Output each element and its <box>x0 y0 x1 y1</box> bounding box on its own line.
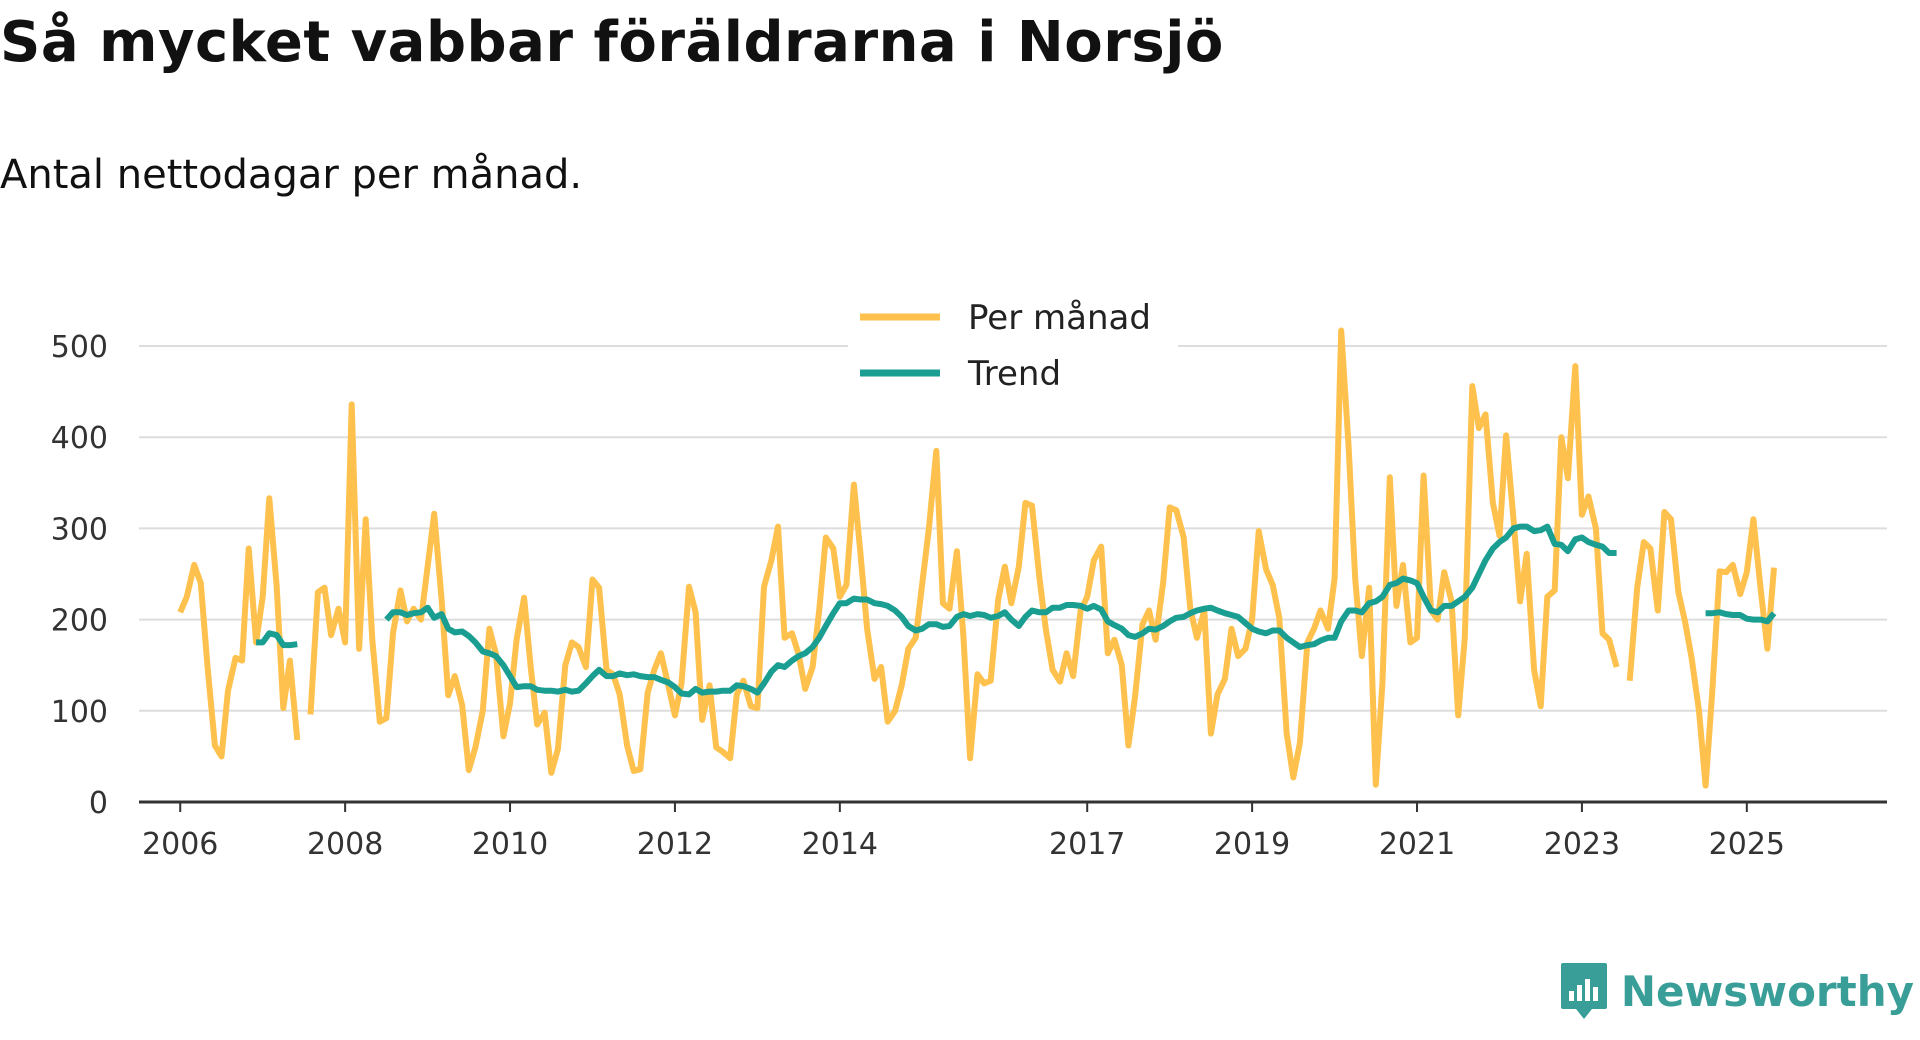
y-tick-label: 300 <box>51 512 108 547</box>
brand-name: Newsworthy <box>1620 966 1914 1016</box>
series-lines <box>177 327 1777 789</box>
series-trend-line <box>384 523 1617 698</box>
newsworthy-logo-icon <box>1560 963 1607 1019</box>
series-trend-line <box>1705 609 1777 625</box>
legend-label: Per månad <box>968 298 1151 338</box>
x-tick-label: 2014 <box>802 827 878 862</box>
chart-subtitle: Antal nettodagar per månad. <box>0 152 583 198</box>
x-tick-label: 2012 <box>637 827 713 862</box>
series-per-manad-line <box>177 495 301 760</box>
y-tick-label: 100 <box>51 695 108 730</box>
series-per-manad-line <box>307 327 1620 788</box>
x-tick-label: 2021 <box>1379 827 1455 862</box>
gridlines <box>139 345 1887 712</box>
legend-label: Trend <box>967 354 1061 394</box>
y-tick-label: 0 <box>89 786 108 821</box>
chart-title: Så mycket vabbar föräldrarna i Norsjö <box>0 10 1224 75</box>
axes: 0 100 200 300 400 500 2006 2008 2010 2012 2014 2017… <box>51 330 1887 862</box>
x-tick-label: 2025 <box>1709 827 1785 862</box>
x-tick-label: 2023 <box>1544 827 1620 862</box>
series-per-manad-line <box>1626 509 1777 789</box>
y-tick-label: 400 <box>51 421 108 456</box>
y-tick-label: 500 <box>51 330 108 365</box>
series-trend-line <box>256 630 298 649</box>
x-tick-label: 2010 <box>472 827 548 862</box>
brand-logo: Newsworthy <box>1559 948 1914 1034</box>
x-tick-label: 2008 <box>307 827 383 862</box>
x-tick-label: 2006 <box>142 827 218 862</box>
y-tick-label: 200 <box>51 604 108 639</box>
x-tick-label: 2017 <box>1049 827 1125 862</box>
x-tick-label: 2019 <box>1214 827 1290 862</box>
legend: Per månad Trend <box>848 292 1178 394</box>
